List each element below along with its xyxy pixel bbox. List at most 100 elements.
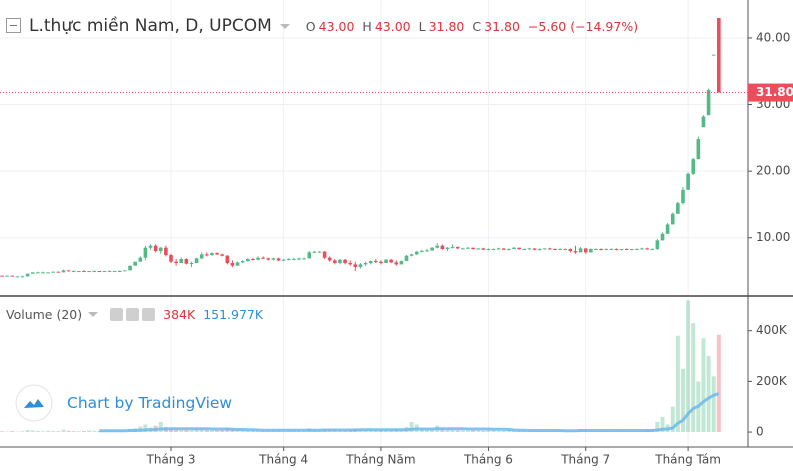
volume-bar (10, 431, 15, 433)
volume-bar (680, 368, 685, 433)
volume-ma-line (99, 392, 720, 433)
candle-body (317, 251, 322, 253)
volume-bar (424, 429, 429, 433)
candle-body (25, 273, 30, 277)
candle-body (256, 257, 260, 260)
visibility-icon[interactable] (110, 307, 124, 321)
candle-body (20, 276, 25, 278)
candle-body (0, 275, 4, 277)
candle-body (609, 249, 614, 251)
volume-bar (460, 430, 465, 433)
candle-body (220, 254, 224, 256)
candle-body (696, 139, 701, 160)
candle-body (184, 259, 189, 264)
candle-body (542, 248, 547, 250)
x-tick-label: Tháng 4 (258, 453, 308, 467)
candle-body (670, 213, 675, 225)
high-value: 43.00 (374, 18, 411, 34)
candle-body (358, 264, 363, 268)
candle-body (82, 271, 86, 273)
volume-bar (194, 429, 199, 433)
symbol-menu[interactable] (279, 23, 290, 29)
candle-body (481, 248, 486, 250)
volume-title: Volume (20) (6, 306, 83, 322)
candle-body (629, 249, 634, 251)
candle-body (650, 249, 655, 251)
candle-body (512, 247, 516, 250)
close-label: C (472, 18, 482, 34)
candle-body (486, 249, 491, 251)
candle-body (261, 257, 265, 259)
candle-body (245, 259, 250, 262)
candle-body (118, 271, 122, 273)
candle-body (266, 258, 271, 260)
volume-bar (71, 431, 76, 433)
volume-bar (179, 430, 184, 433)
candle-body (92, 271, 97, 273)
volume-bar (675, 335, 680, 433)
settings-icon[interactable] (126, 307, 140, 321)
candle-body (5, 275, 9, 277)
volume-bar (419, 429, 424, 433)
candle-body (363, 263, 368, 265)
volume-bar (35, 431, 40, 433)
open-value: 43.00 (318, 18, 355, 34)
volume-bar (496, 430, 501, 433)
volume-bar (66, 430, 71, 433)
candle-body (384, 259, 388, 264)
candle-body (583, 248, 588, 253)
close-value: 31.80 (484, 18, 520, 34)
volume-bar (30, 430, 35, 433)
candle-body (276, 258, 281, 261)
volume-bar (465, 430, 470, 433)
candle-body (440, 245, 445, 250)
candle-body (164, 247, 168, 256)
volume-bar (220, 429, 225, 433)
y-tick-label: 20.00 (756, 164, 790, 178)
candle-body (66, 270, 71, 272)
candle-body (450, 247, 455, 249)
volume-bar (455, 430, 460, 433)
candle-body (496, 248, 501, 250)
candle-body (179, 259, 184, 264)
candle-body (455, 247, 460, 249)
last-price-box (748, 83, 793, 102)
candle-body (706, 89, 711, 116)
collapse-icon[interactable] (6, 18, 22, 34)
candle-body (548, 248, 552, 250)
candle-body (537, 249, 542, 251)
candle-body (686, 173, 690, 190)
volume-bar (158, 421, 163, 433)
volume-menu[interactable] (88, 311, 99, 317)
remove-icon[interactable] (142, 307, 156, 321)
candle-body (701, 116, 706, 128)
volume-bar (670, 406, 675, 433)
volume-bar (235, 430, 240, 433)
volume-bar (476, 430, 481, 433)
candle-body (517, 247, 521, 250)
candle-body (251, 259, 255, 261)
candle-body (466, 247, 470, 249)
last-price-label: 31.80 (756, 85, 793, 99)
candle-body (41, 272, 45, 274)
candle-body (568, 249, 573, 252)
candle-body (373, 261, 378, 263)
candle-body (379, 261, 383, 264)
candle-body (445, 247, 450, 250)
volume-bar (76, 431, 81, 433)
volume-bar (445, 429, 450, 433)
candle-body (302, 258, 306, 260)
open-label: O (305, 18, 316, 34)
candle-body (46, 272, 50, 274)
candle-body (414, 251, 419, 255)
x-tick-label: Tháng Tám (654, 453, 721, 467)
candle-body (461, 248, 465, 250)
watermark-text: Chart by TradingView (67, 394, 233, 412)
volume-bar (143, 424, 148, 433)
y-tick-label: 10.00 (756, 230, 790, 244)
x-tick-label: Tháng Năm (345, 453, 415, 467)
volume-bar (5, 431, 10, 433)
candle-body (640, 248, 644, 250)
candle-body (665, 224, 670, 234)
candle-body (215, 253, 219, 255)
